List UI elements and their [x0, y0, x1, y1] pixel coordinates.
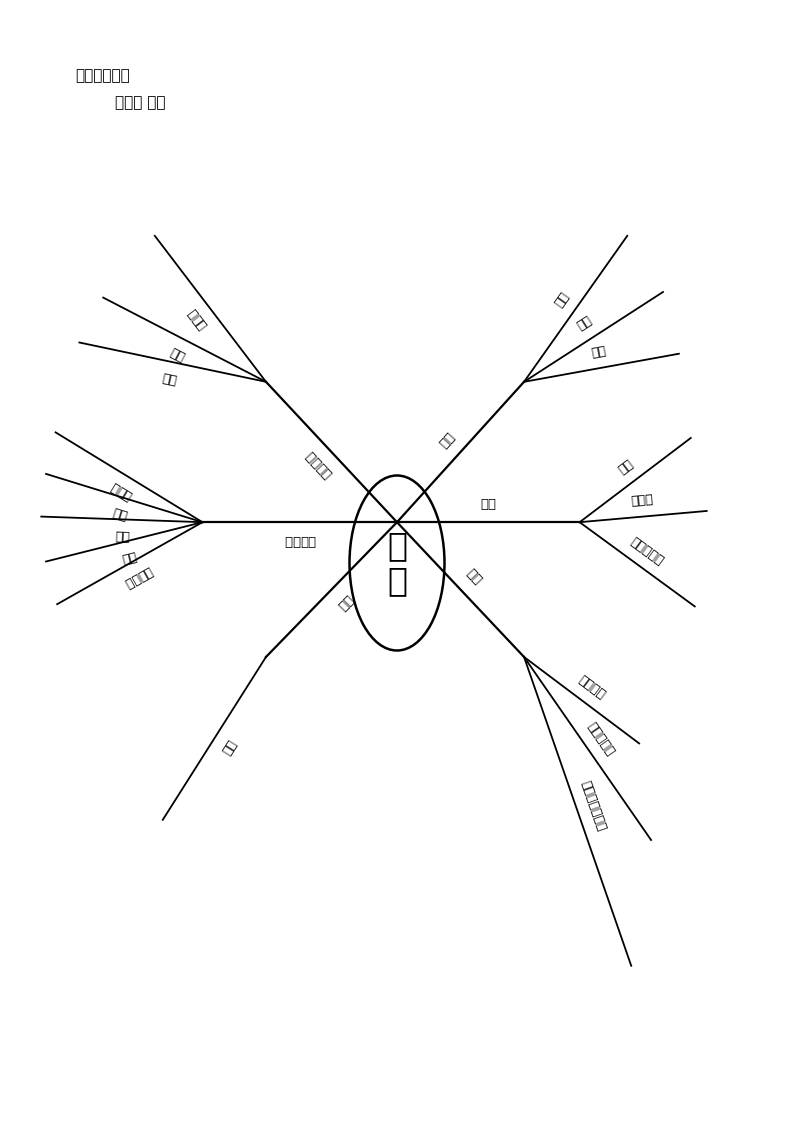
- Text: 日
本: 日 本: [387, 529, 407, 597]
- Text: 首都: 首都: [334, 592, 355, 612]
- Text: 地形: 地形: [480, 497, 496, 511]
- Text: 海陆: 海陆: [168, 345, 187, 363]
- Text: 资源: 资源: [437, 430, 457, 450]
- Text: 九州: 九州: [119, 549, 137, 566]
- Text: 本州: 本州: [110, 505, 129, 522]
- Text: 水力: 水力: [590, 345, 607, 359]
- Text: 多山: 多山: [615, 457, 635, 477]
- Text: 森林: 森林: [575, 314, 595, 334]
- Text: 领土组成: 领土组成: [283, 533, 316, 547]
- Text: 东京: 东京: [218, 737, 237, 757]
- Text: 北海道: 北海道: [108, 480, 133, 502]
- Text: 四国: 四国: [114, 529, 129, 542]
- Text: 多火山地震: 多火山地震: [628, 535, 665, 568]
- Text: 相对: 相对: [160, 369, 178, 385]
- Text: 地理位置: 地理位置: [303, 448, 334, 481]
- Text: 气候: 气候: [464, 567, 484, 587]
- Text: 温带季风: 温带季风: [576, 673, 607, 702]
- Text: 少平原: 少平原: [630, 493, 653, 508]
- Text: 经纬度: 经纬度: [186, 305, 210, 331]
- Text: 其余小岛: 其余小岛: [121, 564, 154, 591]
- Text: 第一节 日本: 第一节 日本: [115, 95, 165, 110]
- Text: 亚热带季风: 亚热带季风: [584, 720, 617, 758]
- Text: 十、板书设计: 十、板书设计: [75, 69, 129, 83]
- Text: 海洋性特征明显: 海洋性特征明显: [578, 779, 607, 833]
- Text: 渔业: 渔业: [553, 290, 572, 310]
